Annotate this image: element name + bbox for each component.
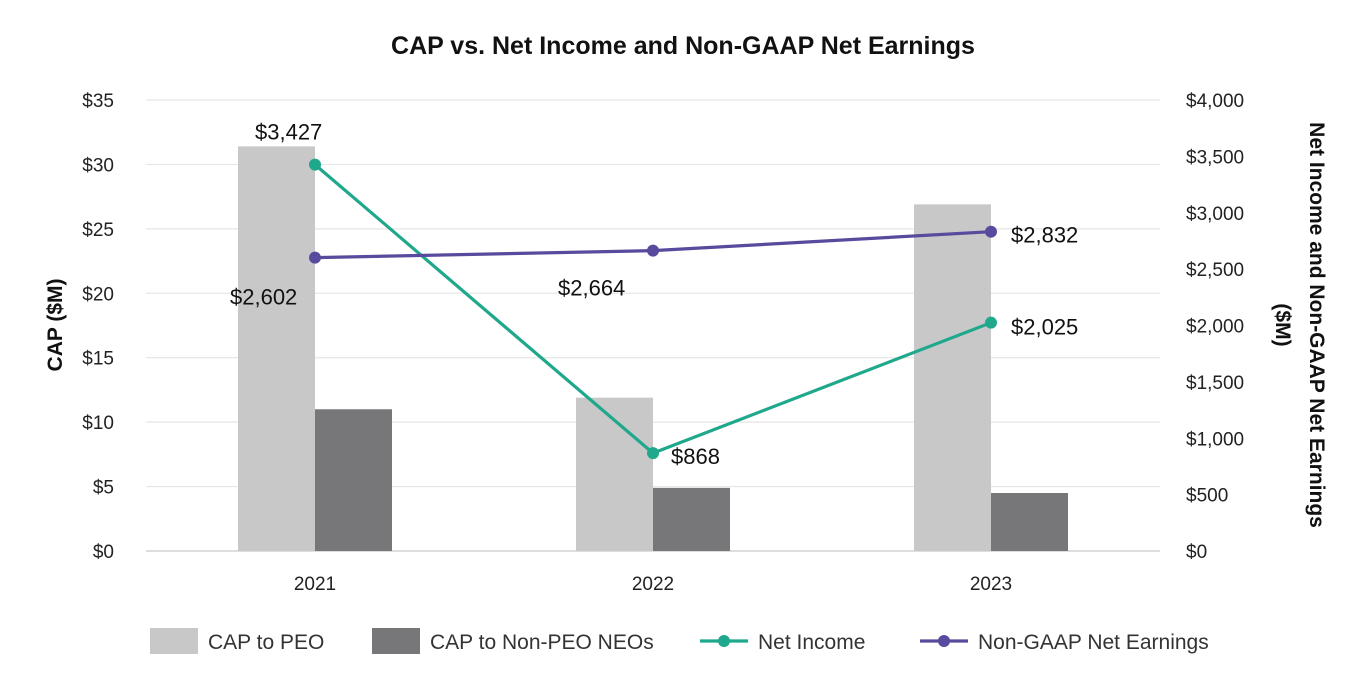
point-net-income-2022 xyxy=(647,447,659,460)
left-axis-tick-label: $20 xyxy=(82,284,114,305)
left-axis-tick-label: $15 xyxy=(82,349,114,370)
bar-layer xyxy=(238,146,1068,552)
legend-label-non-gaap-net-earnings: Non-GAAP Net Earnings xyxy=(978,631,1209,654)
right-axis-ticks: $0 $500 $1,000 $1,500 $2,000 $2,500 $3,000 $3,5… xyxy=(1186,91,1244,563)
legend-marker-non-gaap-net-earnings xyxy=(938,635,950,647)
right-axis-tick-label: $500 xyxy=(1186,486,1228,507)
right-axis-title-text: Net Income and Non-GAAP Net Earnings($M) xyxy=(1271,122,1328,528)
left-axis-tick-label: $35 xyxy=(82,91,114,112)
right-axis-tick-label: $2,000 xyxy=(1186,317,1244,338)
legend-swatch-cap-to-peo xyxy=(150,628,198,654)
legend-label-cap-to-peo: CAP to PEO xyxy=(208,631,324,654)
x-axis-ticks: 2021 2022 2023 xyxy=(294,574,1012,595)
bar-cap-to-non-peo-neos-2023 xyxy=(991,493,1068,551)
point-net-income-2021 xyxy=(309,158,321,171)
bar-cap-to-non-peo-neos-2022 xyxy=(653,487,730,551)
left-axis-title: CAP ($M) xyxy=(44,279,67,372)
left-axis-tick-label: $25 xyxy=(82,220,114,241)
right-axis-tick-label: $2,500 xyxy=(1186,260,1244,281)
bar-cap-to-non-peo-neos-2021 xyxy=(315,409,392,551)
chart-title: CAP vs. Net Income and Non-GAAP Net Earn… xyxy=(391,32,975,60)
right-axis-tick-label: $4,000 xyxy=(1186,91,1244,112)
left-axis-tick-label: $5 xyxy=(93,478,114,499)
legend-label-cap-to-non-peo-neos: CAP to Non-PEO NEOs xyxy=(430,631,654,654)
data-label-non-gaap-net-earnings-2022: $2,664 xyxy=(558,276,625,301)
data-label-net-income-2022: $868 xyxy=(671,444,720,469)
x-axis-tick-label: 2023 xyxy=(970,574,1012,595)
x-axis-tick-label: 2021 xyxy=(294,574,336,595)
left-axis-tick-label: $30 xyxy=(82,155,114,176)
left-axis-tick-label: $10 xyxy=(82,413,114,434)
data-label-non-gaap-net-earnings-2021: $2,602 xyxy=(230,285,297,310)
right-axis-tick-label: $1,000 xyxy=(1186,429,1244,450)
data-label-net-income-2023: $2,025 xyxy=(1011,315,1078,340)
data-label-non-gaap-net-earnings-2023: $2,832 xyxy=(1011,223,1078,248)
legend: CAP to PEO CAP to Non-PEO NEOs Net Income N… xyxy=(150,628,1209,654)
data-label-net-income-2021: $3,427 xyxy=(255,120,322,145)
point-non-gaap-net-earnings-2023 xyxy=(985,225,997,238)
x-axis-tick-label: 2022 xyxy=(632,574,674,595)
left-axis-tick-label: $0 xyxy=(93,542,114,563)
right-axis-tick-label: $0 xyxy=(1186,542,1207,563)
bar-cap-to-peo-2023 xyxy=(914,204,991,552)
point-non-gaap-net-earnings-2022 xyxy=(647,244,659,257)
right-axis-tick-label: $3,000 xyxy=(1186,204,1244,225)
legend-label-net-income: Net Income xyxy=(758,631,865,654)
bar-cap-to-peo-2022 xyxy=(576,397,653,551)
bar-cap-to-peo-2021 xyxy=(238,146,315,552)
left-axis-ticks: $0 $5 $10 $15 $20 $25 $30 $35 xyxy=(82,91,114,563)
line-layer xyxy=(309,158,997,460)
right-axis-tick-label: $1,500 xyxy=(1186,373,1244,394)
point-non-gaap-net-earnings-2021 xyxy=(309,251,321,264)
right-axis-tick-label: $3,500 xyxy=(1186,147,1244,168)
data-labels: $3,427 $868 $2,025 $2,602 $2,664 $2,832 xyxy=(230,120,1078,470)
legend-swatch-cap-to-non-peo-neos xyxy=(372,628,420,654)
point-net-income-2023 xyxy=(985,316,997,329)
legend-marker-net-income xyxy=(718,635,730,647)
right-axis-title: Net Income and Non-GAAP Net Earnings($M) xyxy=(1271,122,1328,528)
